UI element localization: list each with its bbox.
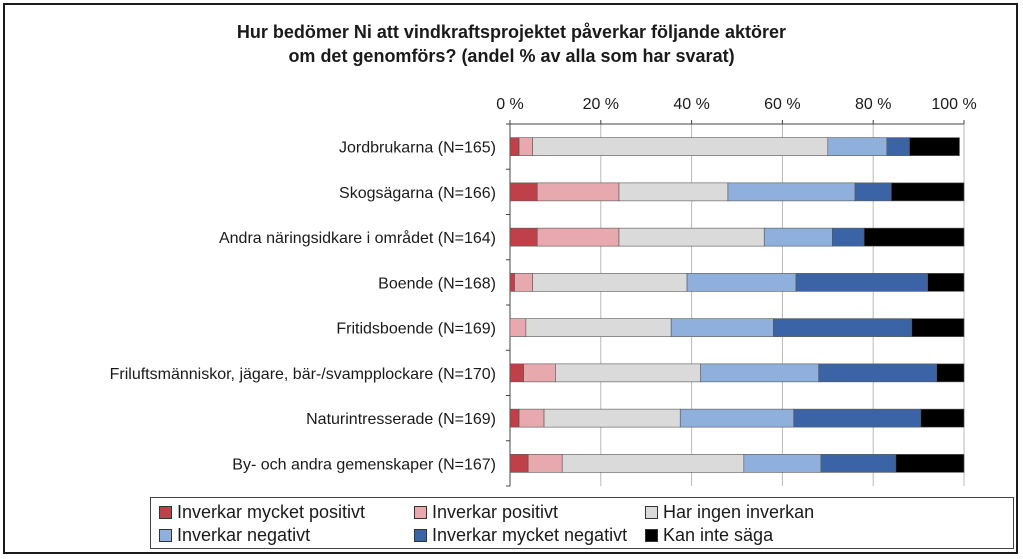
bar-segment — [543, 408, 681, 428]
legend-swatch — [159, 529, 172, 542]
legend-label: Inverkar positivt — [432, 502, 559, 522]
bar-segment — [679, 408, 795, 428]
bar-segment — [670, 318, 774, 337]
bar-segment — [832, 227, 865, 247]
bar-segment — [509, 363, 524, 383]
bar-segment — [509, 454, 529, 473]
bar-segment — [700, 363, 820, 383]
bar-segment — [532, 137, 829, 156]
bar-segment — [532, 273, 688, 292]
chart-title-line-1: Hur bedömer Ni att vindkraftsprojektet p… — [236, 22, 787, 42]
bar-segment — [820, 454, 897, 473]
bar-segment — [895, 454, 965, 473]
category-label: Naturintresserade (N=169) — [306, 411, 496, 428]
legend-label: Inverkar mycket negativt — [432, 525, 628, 545]
bar-segment — [561, 454, 745, 473]
category-label: Andra näringsidkare i området (N=164) — [219, 229, 496, 247]
bar-segment — [686, 273, 797, 292]
bar-segment — [523, 363, 556, 383]
x-tick-label: 100 % — [931, 96, 976, 113]
bar-segment — [909, 137, 960, 156]
legend-label: Inverkar mycket positivt — [177, 502, 366, 522]
bar-segment — [793, 408, 922, 428]
bar-segment — [527, 454, 563, 473]
bar-segment — [891, 182, 965, 202]
bar-segment — [555, 363, 701, 383]
bar-segment — [514, 273, 533, 292]
bar-segment — [618, 182, 729, 202]
bar-segment — [927, 273, 965, 292]
bar-segment — [509, 408, 520, 428]
bar-segment — [727, 182, 856, 202]
bar-segment — [936, 363, 965, 383]
bar-segment — [886, 137, 910, 156]
bar-segment — [911, 318, 965, 337]
bar-segment — [518, 408, 545, 428]
bar-segment — [795, 273, 928, 292]
legend-swatch — [414, 529, 427, 542]
legend-label: Har ingen inverkan — [663, 502, 815, 522]
x-tick-label: 40 % — [673, 96, 709, 113]
x-tick-label: 20 % — [583, 96, 619, 113]
bar-segment — [743, 454, 822, 473]
legend-item: Inverkar negativt — [159, 525, 310, 546]
legend-item: Inverkar positivt — [414, 502, 558, 523]
legend-swatch — [645, 529, 658, 542]
bar-segment — [509, 137, 520, 156]
bar-segment — [863, 227, 965, 247]
bar-segment — [509, 318, 527, 337]
chart-legend: Inverkar mycket positivt Inverkar positiv… — [150, 497, 1014, 549]
bar-segment — [618, 227, 765, 247]
bar-segment — [509, 182, 538, 202]
legend-label: Kan inte säga — [663, 525, 774, 545]
legend-swatch — [414, 506, 427, 519]
legend-item: Kan inte säga — [645, 525, 773, 546]
category-label: Jordbrukarna (N=165) — [339, 140, 496, 157]
category-label: Skogsägarna (N=166) — [339, 185, 496, 202]
bar-segment — [518, 137, 534, 156]
legend-item: Har ingen inverkan — [645, 502, 814, 523]
x-tick-label: 60 % — [764, 96, 800, 113]
bar-segment — [509, 273, 515, 292]
bar-segment — [763, 227, 833, 247]
x-tick-label: 0 % — [496, 96, 524, 113]
legend-item: Inverkar mycket positivt — [159, 502, 365, 523]
bar-segment — [827, 137, 888, 156]
category-label: Fritidsboende (N=169) — [336, 321, 496, 338]
legend-label: Inverkar negativt — [177, 525, 311, 545]
legend-item: Inverkar mycket negativt — [414, 525, 627, 546]
chart-title-line-2: om det genomförs? (andel % av alla som h… — [288, 46, 735, 66]
legend-swatch — [159, 506, 172, 519]
bar-segment — [536, 182, 620, 202]
bar-segment — [525, 318, 672, 337]
category-label: By- och andra gemenskaper (N=167) — [232, 456, 496, 473]
bar-segment — [818, 363, 938, 383]
category-label: Friluftsmänniskor, jägare, bär-/svampplo… — [110, 366, 496, 383]
category-label: Boende (N=168) — [378, 275, 496, 292]
bar-segment — [773, 318, 913, 337]
bar-segment — [509, 227, 538, 247]
legend-swatch — [645, 506, 658, 519]
bar-segment — [920, 408, 965, 428]
bar-segment — [536, 227, 620, 247]
bar-segment — [854, 182, 892, 202]
x-tick-label: 80 % — [855, 96, 891, 113]
